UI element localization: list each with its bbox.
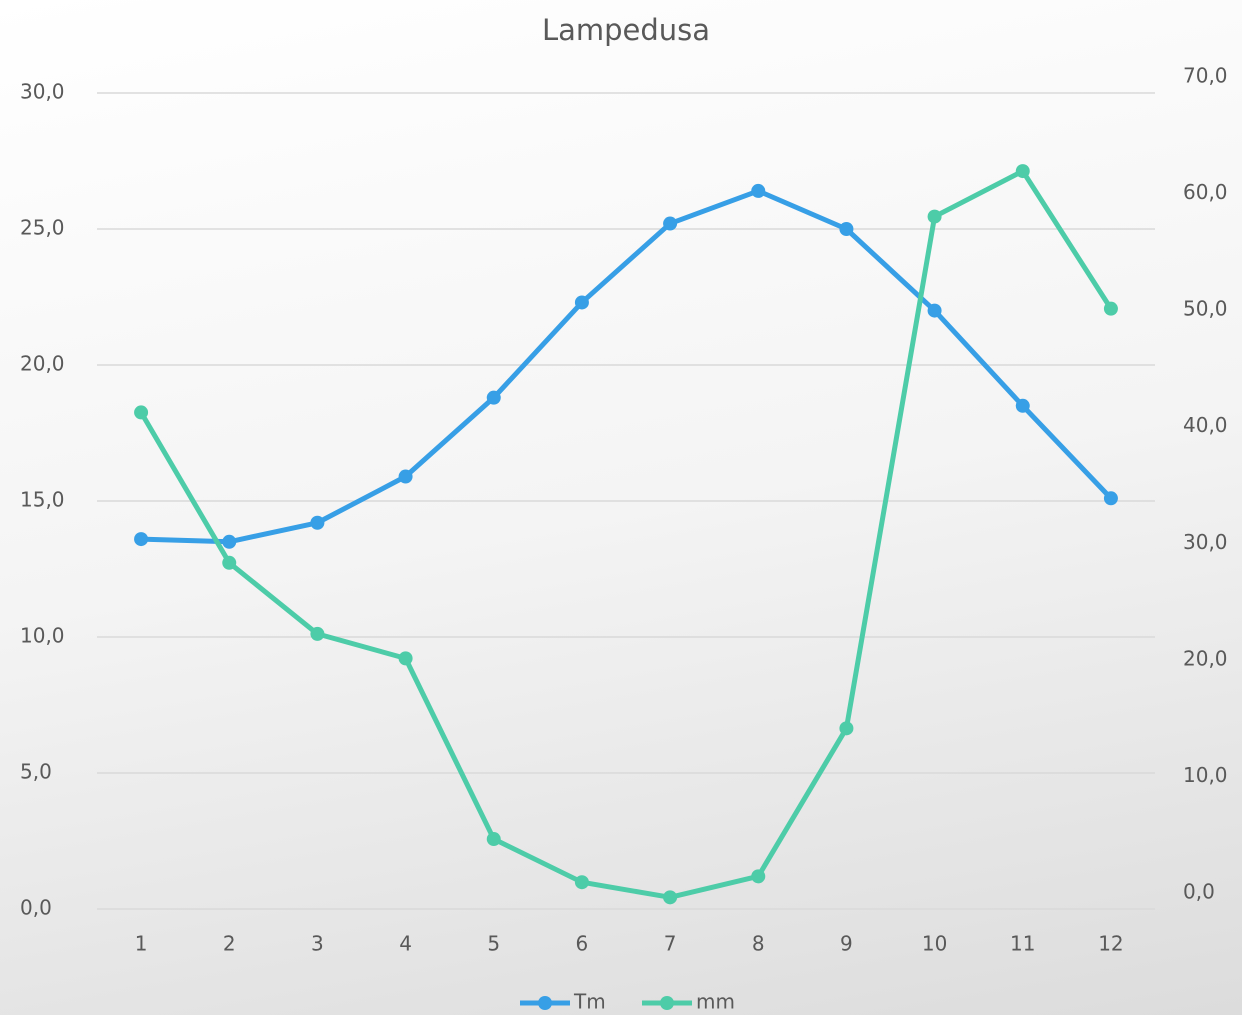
y2-tick-label: 20,0	[1183, 646, 1228, 670]
x-tick-label: 8	[752, 932, 765, 956]
y-tick-label: 5,0	[20, 760, 52, 784]
y-tick-label: 30,0	[20, 80, 65, 104]
point	[1015, 398, 1030, 413]
point	[927, 209, 942, 224]
y2-tick-label: 60,0	[1183, 180, 1228, 204]
point	[1015, 164, 1030, 179]
legend-label: Tm	[573, 990, 606, 1014]
point	[663, 890, 678, 905]
x-tick-label: 9	[840, 932, 853, 956]
y-tick-label: 0,0	[20, 896, 52, 920]
x-tick-label: 11	[1010, 932, 1035, 956]
point	[839, 721, 854, 736]
y2-tick-label: 70,0	[1183, 64, 1228, 88]
x-tick-label: 3	[311, 932, 324, 956]
series-line	[138, 168, 1114, 900]
point	[134, 532, 149, 547]
point	[222, 534, 237, 549]
point	[310, 626, 325, 641]
point	[839, 222, 854, 236]
y2-tick-label: 0,0	[1183, 880, 1215, 904]
point	[574, 875, 589, 890]
x-tick-label: 6	[576, 932, 589, 956]
point	[751, 869, 766, 884]
y-tick-label: 15,0	[20, 488, 65, 512]
y2-tick-label: 40,0	[1183, 413, 1228, 437]
y-tick-label: 25,0	[20, 216, 65, 240]
chart-title: Lampedusa	[542, 13, 710, 47]
x-tick-label: 2	[223, 932, 236, 956]
y2-tick-label: 30,0	[1183, 530, 1228, 554]
point	[751, 183, 766, 198]
legend-label: mm	[696, 990, 735, 1014]
point	[398, 651, 413, 666]
x-tick-label: 10	[922, 932, 947, 956]
point	[663, 216, 678, 231]
x-tick-label: 7	[664, 932, 677, 956]
x-tick-label: 12	[1098, 932, 1123, 956]
point	[398, 469, 413, 484]
point	[486, 832, 501, 847]
y2-tick-label: 10,0	[1183, 763, 1228, 787]
point	[1103, 301, 1118, 316]
point	[486, 390, 501, 405]
point	[310, 515, 325, 530]
point	[222, 555, 237, 570]
legend-marker	[538, 996, 552, 1010]
x-tick-label: 1	[135, 932, 148, 956]
legend-marker	[660, 996, 674, 1010]
y-tick-label: 20,0	[20, 352, 65, 376]
point	[574, 295, 589, 310]
x-tick-label: 4	[399, 932, 412, 956]
point	[927, 303, 942, 318]
point	[134, 405, 149, 420]
x-tick-label: 5	[487, 932, 500, 956]
point	[1103, 491, 1118, 506]
series-line	[141, 188, 1113, 545]
y-tick-label: 10,0	[20, 624, 65, 648]
y2-tick-label: 50,0	[1183, 297, 1228, 321]
